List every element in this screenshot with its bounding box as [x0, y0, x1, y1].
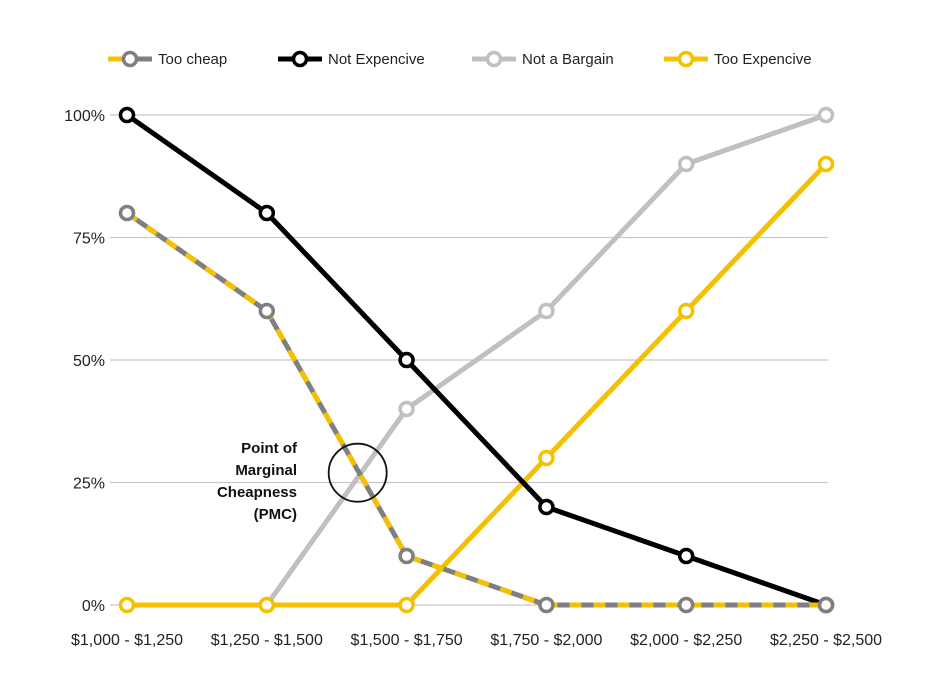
data-point-too-cheap [258, 302, 276, 320]
y-tick-label: 25% [73, 476, 105, 493]
data-point-not-a-bargain [677, 155, 695, 173]
x-tick-label: $1,250 - $1,500 [211, 632, 323, 649]
data-point-not-expencive [258, 204, 276, 222]
data-point-too-cheap [538, 596, 555, 614]
legend-swatch-marker [485, 50, 503, 68]
data-point-too-cheap [398, 547, 415, 565]
x-tick-label: $1,000 - $1,250 [71, 632, 183, 649]
data-point-too-cheap [118, 204, 136, 222]
data-point-too-cheap [817, 596, 835, 614]
series-line-too-cheap [124, 210, 829, 608]
legend-item-not-expencive: Not Expencive [278, 50, 425, 68]
y-tick-label: 75% [73, 231, 105, 248]
pmc-annotation-line: Point of [241, 440, 298, 457]
legend-label: Too cheap [158, 51, 227, 68]
data-point-too-expencive [258, 596, 276, 614]
x-tick-label: $2,000 - $2,250 [630, 632, 742, 649]
data-point-not-a-bargain [538, 302, 555, 320]
pmc-highlight-circle [327, 442, 388, 503]
data-point-too-expencive [398, 596, 415, 614]
x-tick-label: $1,500 - $1,750 [351, 632, 463, 649]
x-tick-label: $1,750 - $2,000 [490, 632, 602, 649]
x-tick-labels: $1,000 - $1,250 $1,250 - $1,500 $1,500 - $… [71, 632, 882, 649]
x-tick-label: $2,250 - $2,500 [770, 632, 882, 649]
legend-label: Too Expencive [714, 51, 812, 68]
legend-item-too-expencive: Too Expencive [664, 50, 812, 68]
legend-swatch-marker [121, 50, 139, 68]
data-point-not-a-bargain [817, 106, 835, 124]
data-point-not-expencive [398, 351, 415, 369]
data-point-not-a-bargain [398, 400, 415, 418]
legend-swatch-marker [291, 50, 309, 68]
series-too-cheap [118, 204, 835, 614]
series-line-too-expencive [124, 161, 829, 608]
legend: Too cheap Not Expencive Not a Bargain Too E… [108, 50, 812, 68]
annotation-layer: Point of Marginal Cheapness (PMC) [217, 440, 388, 523]
pmc-annotation-line: (PMC) [254, 506, 297, 523]
data-point-too-expencive [118, 596, 136, 614]
data-point-not-expencive [538, 498, 555, 516]
pmc-annotation-line: Cheapness [217, 484, 297, 501]
legend-label: Not a Bargain [522, 51, 614, 68]
data-point-too-cheap [677, 596, 695, 614]
series-too-expencive [118, 155, 835, 614]
data-point-too-expencive [817, 155, 835, 173]
legend-item-too-cheap: Too cheap [108, 50, 227, 68]
series-layer [118, 106, 835, 614]
data-point-too-expencive [538, 449, 555, 467]
y-tick-label: 50% [73, 353, 105, 370]
y-tick-labels: 0% 25% 50% 75% 100% [64, 108, 105, 615]
data-point-not-expencive [677, 547, 695, 565]
grid-layer [110, 114, 828, 606]
legend-item-not-a-bargain: Not a Bargain [472, 50, 614, 68]
y-tick-label: 0% [82, 598, 105, 615]
legend-swatch-marker [677, 50, 695, 68]
data-point-not-expencive [118, 106, 136, 124]
pmc-annotation-line: Marginal [235, 462, 297, 479]
data-point-too-expencive [677, 302, 695, 320]
legend-label: Not Expencive [328, 51, 425, 68]
y-tick-label: 100% [64, 108, 105, 125]
series-line-not-expencive [124, 112, 829, 608]
